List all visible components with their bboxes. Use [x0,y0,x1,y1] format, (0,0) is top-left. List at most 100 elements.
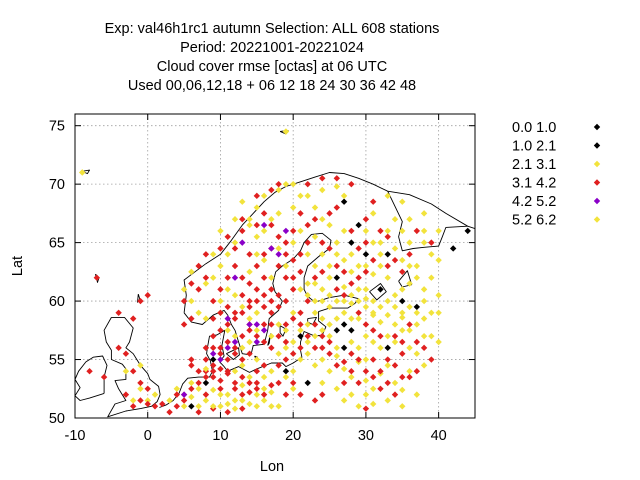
data-point-series-3 [253,297,261,305]
data-point-series-3 [202,274,210,281]
data-point-series-4 [260,221,268,229]
data-point-series-2 [268,274,275,281]
data-point-series-3 [282,251,290,258]
data-point-series-2 [253,233,261,240]
data-point-series-3 [326,210,333,217]
data-point-series-3 [369,327,377,334]
data-point-series-2 [239,382,246,389]
data-point-series-2 [406,327,413,334]
data-point-series-2 [311,362,319,369]
data-point-series-3 [260,321,268,328]
data-point-series-3 [217,385,224,392]
data-point-series-2 [304,251,311,258]
data-point-series-2 [224,327,231,334]
data-point-series-2 [420,286,428,293]
data-point-series-3 [420,344,428,352]
data-point-series-3 [202,391,210,398]
data-point-series-2 [304,338,311,346]
data-point-series-1 [384,251,391,258]
data-point-series-2 [348,338,355,346]
axis-ticks: -10 0 10 20 30 40 50 55 60 65 70 75 [49,114,475,444]
data-point-series-2 [428,309,435,316]
data-point-series-3 [428,239,435,246]
data-point-series-3 [246,350,253,357]
data-point-series-3 [137,379,144,387]
data-point-series-1 [384,344,391,352]
data-point-series-2 [122,368,130,375]
data-point-series-3 [246,327,253,334]
data-point-series-2 [413,391,421,398]
data-point-series-2 [326,321,333,328]
data-points [79,128,471,416]
data-point-series-3 [260,303,268,311]
data-point-series-3 [122,391,130,398]
data-point-series-2 [377,239,384,246]
data-point-series-3 [202,373,210,381]
data-point-series-3 [93,274,101,281]
data-point-series-5 [217,391,224,398]
data-point-series-3 [239,292,246,299]
data-point-series-3 [173,391,181,398]
data-point-series-3 [268,321,275,328]
data-point-series-2 [326,368,333,375]
data-point-series-3 [362,216,370,223]
data-point-series-3 [231,350,239,357]
data-point-series-3 [202,251,210,258]
data-point-series-2 [319,216,326,223]
data-point-series-2 [399,403,406,410]
data-point-series-2 [231,368,239,375]
coastline-8 [267,333,272,346]
data-point-series-2 [377,262,384,270]
data-point-series-3 [224,408,231,416]
data-point-series-3 [340,358,348,366]
data-point-series-2 [253,309,261,316]
legend-marker [593,197,601,205]
data-point-series-3 [406,321,413,328]
data-point-series-3 [239,216,246,223]
data-point-series-2 [435,256,442,264]
data-point-series-2 [406,239,413,246]
data-point-series-2 [311,297,319,305]
data-point-series-2 [311,262,319,270]
data-point-series-2 [304,350,311,357]
data-point-series-3 [340,292,348,299]
data-point-series-2 [253,327,261,334]
data-point-series-3 [319,268,326,276]
data-point-series-2 [202,280,210,287]
data-point-series-2 [289,368,297,375]
data-point-series-3 [122,350,130,357]
data-point-series-2 [355,344,362,352]
data-point-series-2 [268,332,275,340]
data-point-series-3 [326,350,333,357]
data-point-series-2 [362,295,370,302]
data-point-series-2 [362,286,370,293]
data-point-series-3 [311,397,319,404]
data-point-series-2 [195,309,202,316]
data-point-series-3 [355,245,362,252]
data-point-series-3 [362,239,370,246]
data-point-series-3 [340,379,348,387]
data-point-series-2 [399,198,406,205]
data-point-series-2 [406,303,413,311]
data-point-series-4 [275,251,282,258]
data-point-series-2 [260,192,268,200]
data-point-series-2 [224,251,231,258]
data-point-series-2 [420,315,428,322]
data-point-series-3 [319,391,326,398]
data-point-series-3 [253,368,261,375]
x-tick-label: -10 [65,428,86,444]
data-point-series-3 [275,262,282,270]
data-point-series-3 [399,350,406,357]
title-line-2: Period: 20221001-20221024 [180,40,364,56]
data-point-series-2 [297,227,304,235]
data-point-series-3 [384,356,391,363]
data-point-series-2 [260,397,268,404]
data-point-series-3 [246,389,253,396]
data-point-series-2 [137,385,144,392]
data-point-series-2 [311,309,319,316]
data-point-series-2 [406,368,413,375]
data-point-series-3 [195,286,202,293]
data-point-series-2 [391,292,399,299]
data-point-series-3 [275,180,282,188]
data-point-series-2 [304,192,311,200]
